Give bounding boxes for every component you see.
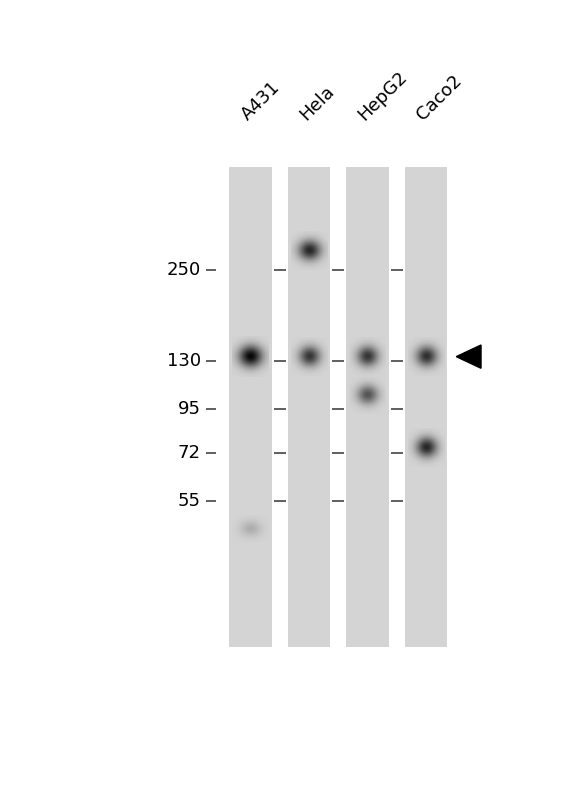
Text: 250: 250 bbox=[167, 261, 201, 279]
Text: HepG2: HepG2 bbox=[355, 67, 411, 123]
Bar bbox=[229, 167, 272, 647]
Polygon shape bbox=[456, 345, 481, 368]
Text: A431: A431 bbox=[238, 78, 284, 123]
Text: 130: 130 bbox=[167, 353, 201, 370]
Text: 72: 72 bbox=[178, 444, 201, 462]
Text: Hela: Hela bbox=[296, 82, 338, 123]
Text: 55: 55 bbox=[178, 492, 201, 510]
Bar bbox=[405, 167, 447, 647]
Text: Caco2: Caco2 bbox=[413, 71, 466, 123]
Text: 95: 95 bbox=[178, 401, 201, 418]
Bar bbox=[346, 167, 389, 647]
Bar bbox=[288, 167, 331, 647]
